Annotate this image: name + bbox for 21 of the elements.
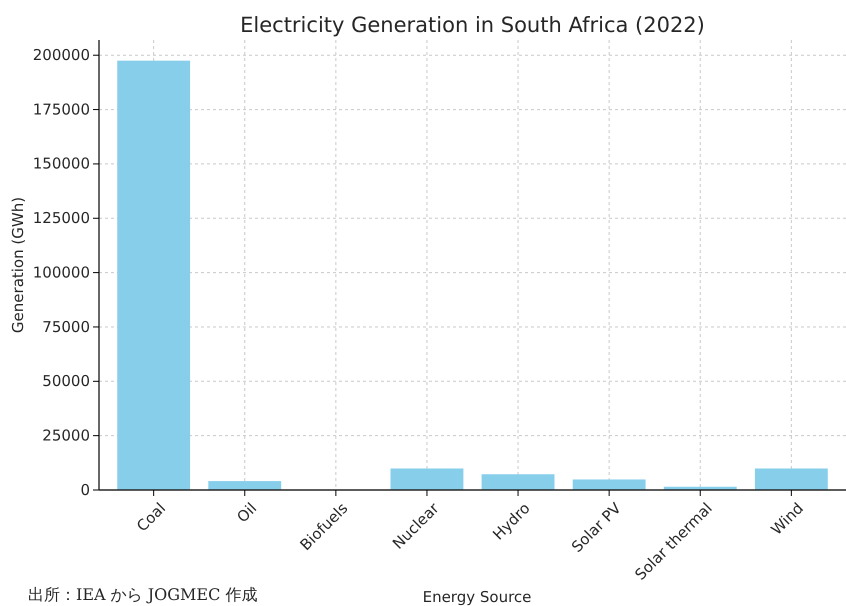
y-tick-label: 175000	[32, 100, 90, 118]
y-tick-label: 100000	[32, 263, 90, 282]
y-axis-title: Generation (GWh)	[9, 196, 27, 334]
bar	[664, 486, 737, 490]
x-axis-title: Energy Source	[422, 588, 532, 606]
y-tick-label: 0	[80, 480, 90, 499]
text: 出所：IEA から JOGMEC 作成	[28, 585, 258, 604]
x-tick-label: Oil	[233, 499, 260, 526]
y-tick-label: 200000	[32, 46, 90, 64]
chart-title: Electricity Generation in South Africa (2022)	[240, 13, 705, 37]
bar	[390, 468, 464, 490]
y-tick-label: 150000	[32, 154, 90, 173]
bar	[482, 474, 554, 490]
y-tick-label: 125000	[32, 209, 90, 228]
bar	[754, 468, 828, 490]
bar	[117, 60, 190, 490]
y-tick-label: 50000	[42, 372, 90, 390]
y-tick-label: 25000	[42, 426, 90, 444]
y-tick-label: 75000	[42, 318, 90, 336]
bar	[572, 479, 646, 490]
bar	[208, 481, 282, 490]
